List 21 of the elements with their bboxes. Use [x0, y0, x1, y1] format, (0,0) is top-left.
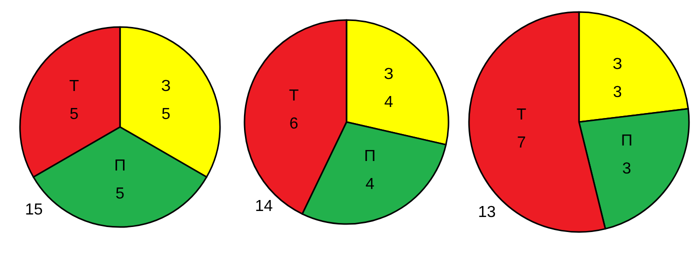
data-label: 3 [622, 160, 632, 178]
data-label: 5 [116, 186, 125, 202]
slice-label: З [384, 66, 394, 83]
data-label: 4 [384, 94, 394, 111]
data-label: 6 [289, 115, 298, 132]
data-label: 7 [516, 134, 526, 152]
data-label: 3 [613, 84, 622, 102]
data-label: 5 [70, 106, 79, 123]
slice-label: П [364, 148, 376, 166]
text: 15 [25, 202, 43, 218]
slice-label: П [620, 132, 632, 150]
text: 14 [255, 198, 273, 215]
slice-label: Т [69, 78, 80, 95]
data-label: 4 [365, 176, 374, 194]
slice-label: З [612, 56, 622, 74]
text: 13 [478, 204, 496, 221]
slice-label: З [161, 78, 171, 95]
slice-label: Т [288, 87, 299, 104]
slice-label: Т [516, 106, 527, 124]
data-label: 5 [161, 106, 170, 123]
slice-label: П [114, 158, 126, 174]
